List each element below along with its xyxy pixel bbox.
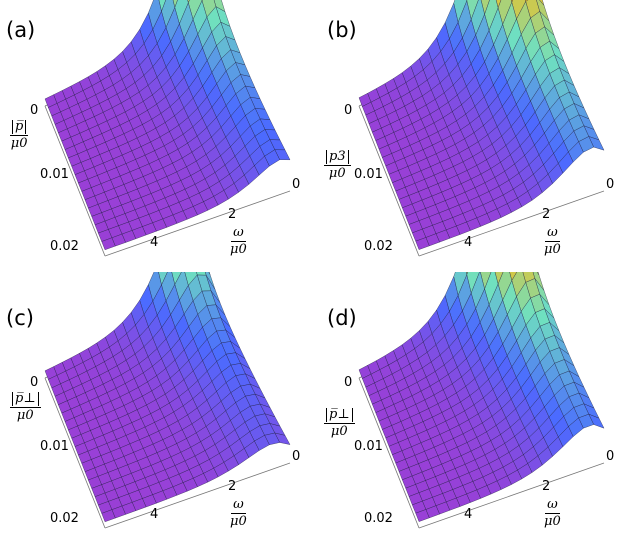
ytick-1-a: 0.01	[40, 167, 69, 182]
axis-frame-edge	[104, 462, 291, 529]
panel-label-d: (d)	[327, 306, 357, 330]
ylabel-c: p̅⊥ μ0	[10, 392, 41, 422]
panel-label-a: (a)	[6, 18, 36, 42]
xlabel-num-a: ω	[231, 225, 246, 242]
ytick-0-b: 0	[344, 103, 353, 118]
xtick-2-c: 4	[150, 507, 159, 522]
panel-label-b: (b)	[327, 18, 357, 42]
ylabel-num-a: p̅	[12, 120, 27, 134]
xtick-1-c: 2	[228, 479, 237, 494]
ylabel-num-c: p̅⊥	[12, 392, 39, 406]
xtick-0-b: 0	[606, 177, 615, 192]
ylabel-b: p3 μ0	[324, 150, 351, 180]
surface-mesh-cell	[415, 237, 430, 250]
ylabel-num-b: p3	[326, 150, 349, 164]
axis-frame-edge	[418, 462, 605, 529]
surface-plot-c	[44, 272, 291, 529]
xlabel-den-a: μ0	[230, 241, 247, 257]
ylabel-den-a: μ0	[10, 135, 28, 151]
xtick-0-a: 0	[292, 177, 301, 192]
ytick-2-c: 0.02	[50, 511, 79, 526]
surface-mesh-cell	[536, 272, 540, 276]
ylabel-den-c: μ0	[16, 407, 34, 423]
xlabel-num-d: ω	[545, 497, 560, 514]
axis-frame-edge	[44, 377, 106, 529]
xtick-2-a: 4	[150, 235, 159, 250]
xtick-2-b: 4	[464, 235, 473, 250]
ytick-0-a: 0	[30, 103, 39, 118]
xlabel-num-b: ω	[545, 225, 560, 242]
xtick-2-d: 4	[464, 507, 473, 522]
surface-plot-a	[44, 0, 291, 257]
xlabel-a: ω μ0	[230, 226, 247, 256]
xlabel-den-b: μ0	[544, 241, 561, 257]
xtick-0-d: 0	[606, 449, 615, 464]
panel-a: (a) 0 0.01 0.02 0 2 4 p̅ μ0 ω μ0	[0, 0, 314, 272]
axis-frame-edge	[104, 190, 291, 257]
xlabel-den-c: μ0	[230, 513, 247, 529]
ytick-1-b: 0.01	[354, 167, 383, 182]
ylabel-num-d: p̅⊥	[326, 408, 353, 422]
surface-mesh-cell	[101, 509, 116, 523]
xlabel-num-c: ω	[231, 497, 246, 514]
xtick-0-c: 0	[292, 449, 301, 464]
ytick-2-a: 0.02	[50, 239, 79, 254]
xtick-1-d: 2	[542, 479, 551, 494]
ylabel-d: p̅⊥ μ0	[324, 408, 355, 438]
ytick-0-d: 0	[344, 375, 353, 390]
xlabel-den-d: μ0	[544, 513, 561, 529]
ylabel-a: p̅ μ0	[10, 120, 29, 151]
panel-d: (d) 0 0.01 0.02 0 2 4 p̅⊥ μ0 ω μ0	[314, 272, 628, 544]
surface-plot-b	[358, 0, 605, 257]
axis-frame-edge	[358, 105, 420, 257]
ylabel-den-b: μ0	[328, 165, 346, 181]
panel-b: (b) 0 0.01 0.02 0 2 4 p3 μ0 ω μ0	[314, 0, 628, 272]
xtick-1-a: 2	[228, 207, 237, 222]
surface-mesh-cell	[101, 237, 116, 251]
panel-c: (c) 0 0.01 0.02 0 2 4 p̅⊥ μ0 ω μ0	[0, 272, 314, 544]
ytick-1-d: 0.01	[354, 439, 383, 454]
surface-mesh-cell	[415, 509, 430, 522]
ytick-2-b: 0.02	[364, 239, 393, 254]
panel-label-c: (c)	[6, 306, 34, 330]
axis-frame-edge	[44, 105, 106, 257]
surface-plot-d	[358, 272, 605, 529]
axis-frame-edge	[358, 377, 420, 529]
ytick-1-c: 0.01	[40, 439, 69, 454]
xlabel-b: ω μ0	[544, 226, 561, 256]
xtick-1-b: 2	[542, 207, 551, 222]
ylabel-den-d: μ0	[330, 423, 348, 439]
ytick-2-d: 0.02	[364, 511, 393, 526]
axis-frame-edge	[418, 190, 605, 257]
ytick-0-c: 0	[30, 375, 39, 390]
xlabel-d: ω μ0	[544, 498, 561, 528]
xlabel-c: ω μ0	[230, 498, 247, 528]
